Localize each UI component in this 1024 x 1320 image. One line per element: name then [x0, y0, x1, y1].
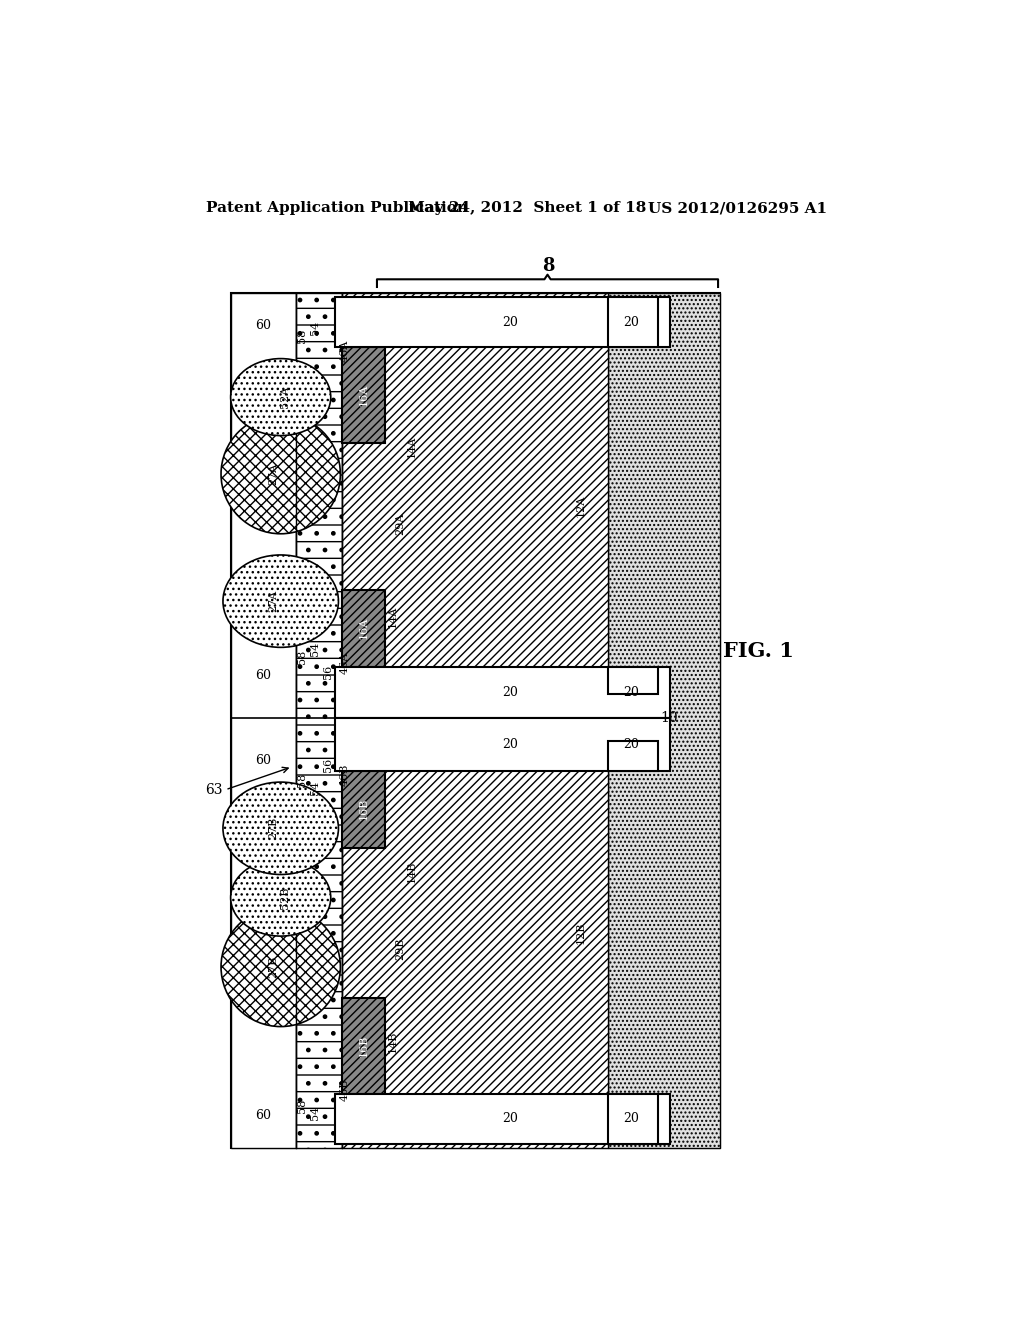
Text: 56: 56 — [324, 758, 334, 771]
Bar — [608, 297, 658, 347]
Text: 27B: 27B — [268, 817, 278, 840]
Text: 8: 8 — [543, 257, 555, 275]
Text: 20: 20 — [624, 738, 639, 751]
Bar — [342, 293, 608, 1148]
Text: 20: 20 — [502, 315, 518, 329]
Text: 27A: 27A — [268, 590, 278, 612]
Text: 60: 60 — [255, 1109, 271, 1122]
Text: 54: 54 — [310, 1106, 321, 1121]
Bar — [608, 1094, 658, 1144]
Bar — [230, 293, 296, 1148]
Bar — [335, 718, 670, 771]
Text: 29A: 29A — [395, 513, 406, 536]
Text: Patent Application Publication: Patent Application Publication — [206, 202, 468, 215]
Bar — [335, 667, 670, 718]
Text: 29B: 29B — [395, 939, 406, 961]
Bar — [296, 293, 342, 1148]
Text: 16A: 16A — [358, 616, 369, 639]
Bar — [335, 297, 670, 347]
Text: FIG. 1: FIG. 1 — [723, 642, 794, 661]
Text: 16B: 16B — [358, 797, 369, 820]
Text: 54: 54 — [310, 780, 321, 795]
Text: 58: 58 — [297, 772, 307, 787]
Ellipse shape — [223, 554, 339, 647]
Text: 12A: 12A — [577, 495, 586, 517]
Ellipse shape — [230, 859, 331, 936]
Text: 16A: 16A — [358, 384, 369, 407]
Text: 14B: 14B — [387, 1031, 397, 1053]
Bar — [342, 771, 385, 847]
Text: 54: 54 — [310, 642, 321, 656]
Text: May 24, 2012  Sheet 1 of 18: May 24, 2012 Sheet 1 of 18 — [408, 202, 646, 215]
Text: 58: 58 — [297, 329, 307, 343]
Bar — [335, 1094, 670, 1144]
Ellipse shape — [223, 781, 339, 875]
Ellipse shape — [230, 359, 331, 436]
Text: 20: 20 — [502, 1113, 518, 1126]
Text: 56: 56 — [324, 665, 334, 678]
Text: 20: 20 — [502, 738, 518, 751]
Text: 20: 20 — [624, 686, 639, 698]
Bar — [608, 742, 658, 771]
Text: 60: 60 — [255, 669, 271, 682]
Ellipse shape — [221, 414, 340, 533]
Text: 46B: 46B — [340, 1078, 350, 1101]
Text: 10: 10 — [660, 711, 678, 725]
Text: 54: 54 — [310, 321, 321, 335]
Text: 58: 58 — [297, 1098, 307, 1113]
Text: 52A: 52A — [280, 385, 290, 408]
Text: 14A: 14A — [387, 606, 397, 628]
Text: 46A: 46A — [340, 652, 350, 675]
Text: 20: 20 — [502, 686, 518, 698]
Bar — [608, 293, 720, 1148]
Text: 46A: 46A — [340, 339, 350, 362]
Text: 58: 58 — [297, 649, 307, 664]
Text: 60: 60 — [255, 319, 271, 333]
Text: 27B: 27B — [268, 956, 278, 978]
Bar — [342, 293, 608, 1148]
Text: 60: 60 — [255, 754, 271, 767]
Text: 63: 63 — [205, 783, 222, 797]
Text: 20: 20 — [624, 1113, 639, 1126]
Bar — [608, 667, 658, 693]
Text: 14A: 14A — [407, 436, 417, 458]
Text: 16B: 16B — [358, 1035, 369, 1057]
Bar — [342, 347, 385, 444]
Text: US 2012/0126295 A1: US 2012/0126295 A1 — [648, 202, 827, 215]
Bar — [230, 293, 720, 1148]
Text: 20: 20 — [624, 315, 639, 329]
Text: 12B: 12B — [577, 921, 586, 944]
Text: 27A: 27A — [268, 463, 278, 486]
Text: 52B: 52B — [280, 887, 290, 908]
Text: 46B: 46B — [340, 763, 350, 785]
Bar — [342, 590, 385, 667]
Ellipse shape — [221, 907, 340, 1027]
Text: 14B: 14B — [407, 861, 417, 883]
Bar — [342, 998, 385, 1094]
